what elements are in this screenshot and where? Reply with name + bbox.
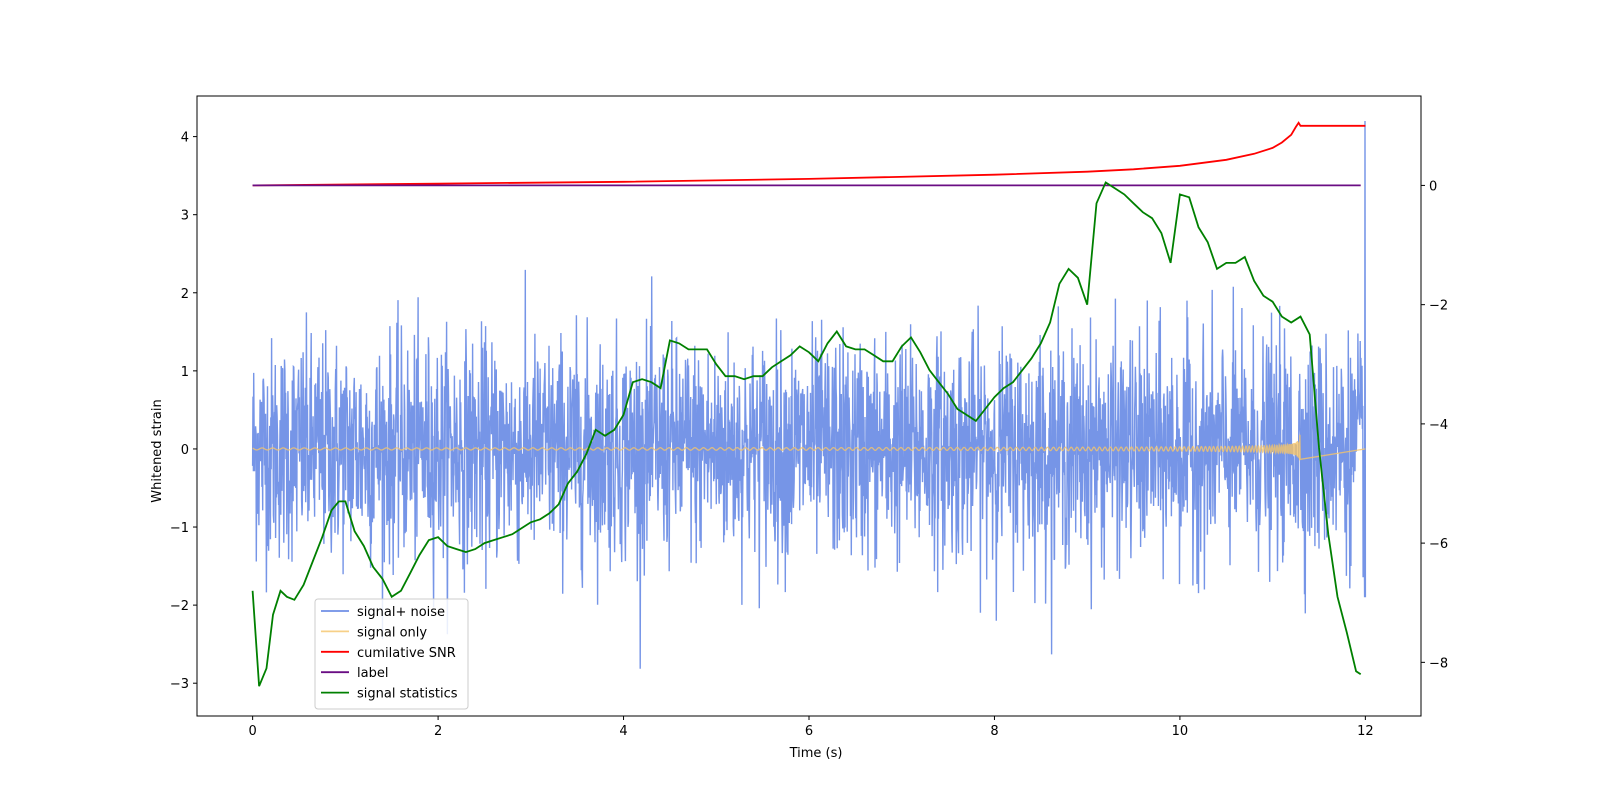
series-cumilative-snr [252,121,1366,187]
x-axis-label: Time (s) [789,746,843,761]
legend-box [314,598,469,710]
y-right-tick-label: 0 [1429,179,1437,194]
x-tick-label: 6 [805,724,813,739]
y-axis-left-ticks: −3 −2 −1 0 1 2 3 4 [170,131,197,692]
legend: signal+ noise signal only cumilative SNR la… [314,598,469,710]
legend-entry-label: signal+ noise [357,605,445,620]
x-tick-label: 2 [434,724,442,739]
y-left-tick-label: 3 [181,209,189,224]
y-left-tick-label: −3 [170,677,189,692]
series-layer [251,120,1367,687]
y-axis-label: Whitened strain [150,399,165,502]
x-tick-label: 10 [1172,724,1189,739]
x-tick-label: 8 [990,724,998,739]
x-tick-label: 0 [248,724,256,739]
legend-entry-label: label [357,666,388,681]
y-right-tick-label: −8 [1429,656,1448,671]
y-left-tick-label: 4 [181,131,189,146]
y-left-tick-label: 1 [181,365,189,380]
series-signal-statistics [251,181,1362,687]
x-axis-ticks: 0 2 4 6 8 10 12 [248,716,1374,739]
y-left-tick-label: −1 [170,521,189,536]
y-left-tick-label: −2 [170,599,189,614]
series-signal-plus-noise [251,120,1367,669]
legend-entry-label: cumilative SNR [357,646,456,661]
y-right-tick-label: −6 [1429,537,1448,552]
legend-entry-label: signal only [357,625,427,640]
y-right-tick-label: −4 [1429,418,1448,433]
x-tick-label: 4 [619,724,627,739]
x-tick-label: 12 [1357,724,1374,739]
legend-entry-label: signal statistics [357,687,458,702]
y-axis-right-ticks: −8 −6 −4 −2 0 [1421,179,1448,671]
series-signal-only [252,434,1366,461]
y-left-tick-label: 0 [181,443,189,458]
y-right-tick-label: −2 [1429,299,1448,314]
y-left-tick-label: 2 [181,287,189,302]
